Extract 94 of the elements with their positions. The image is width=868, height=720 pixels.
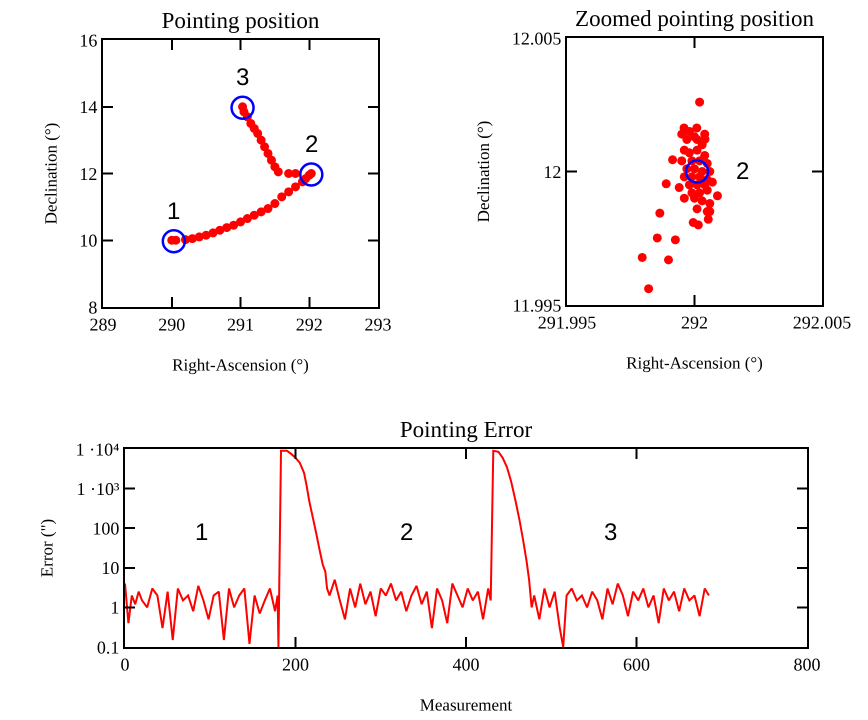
y-tick-label: 16 bbox=[79, 30, 98, 50]
x-tick-label: 289 bbox=[90, 314, 116, 335]
y-axis-title: Declination (°) bbox=[474, 120, 493, 222]
chart-title: Pointing Error bbox=[400, 417, 532, 442]
point bbox=[704, 214, 713, 224]
point bbox=[291, 182, 300, 192]
x-axis-title: Right-Ascension (°) bbox=[172, 356, 309, 374]
point bbox=[695, 172, 704, 182]
annotation: 3 bbox=[236, 64, 250, 91]
point bbox=[270, 199, 280, 208]
point bbox=[684, 159, 710, 184]
point bbox=[256, 207, 266, 216]
x-tick-label: 293 bbox=[364, 314, 392, 335]
x-tick-label: 600 bbox=[623, 654, 650, 675]
point bbox=[662, 179, 671, 188]
x-tick-label: 291 bbox=[227, 314, 254, 335]
x-tick-label: 400 bbox=[452, 654, 480, 675]
x-tick-label: 290 bbox=[158, 314, 186, 335]
y-tick-label: 1 ·10³ bbox=[76, 478, 120, 499]
annotation: 3 bbox=[604, 519, 618, 546]
point bbox=[270, 162, 280, 172]
point bbox=[215, 226, 224, 235]
x-tick-label: 291.995 bbox=[538, 312, 596, 333]
annotation: 2 bbox=[736, 158, 750, 185]
point bbox=[284, 169, 294, 178]
point bbox=[242, 214, 252, 224]
x-tick-label: 292.005 bbox=[792, 312, 852, 333]
point bbox=[712, 191, 722, 200]
chart-title: Pointing position bbox=[162, 8, 320, 34]
point bbox=[684, 148, 694, 158]
y-tick-label: 11.995 bbox=[512, 295, 562, 316]
point bbox=[256, 136, 266, 145]
point bbox=[644, 284, 654, 294]
y-tick-label: 100 bbox=[92, 518, 120, 538]
point bbox=[264, 148, 272, 158]
y-axis-title: Declination (°) bbox=[41, 122, 60, 224]
y-tick-label: 12.005 bbox=[512, 28, 562, 48]
y-tick-label: 1 bbox=[110, 598, 120, 618]
point bbox=[266, 156, 276, 165]
point bbox=[229, 220, 238, 230]
chart-title: Zoomed pointing position bbox=[575, 6, 814, 32]
line-series bbox=[125, 450, 710, 647]
point bbox=[284, 187, 294, 196]
annotation: 1 bbox=[167, 198, 180, 225]
x-axis-title: Right-Ascension (°) bbox=[626, 354, 763, 372]
point bbox=[698, 196, 707, 206]
annotation: 2 bbox=[305, 131, 318, 158]
point bbox=[264, 204, 272, 214]
x-tick-label: 800 bbox=[794, 654, 820, 675]
annotation: 1 bbox=[195, 519, 208, 546]
y-tick-label: 1 ·10⁴ bbox=[76, 439, 120, 460]
point bbox=[692, 134, 702, 144]
point bbox=[260, 142, 270, 152]
point bbox=[705, 199, 714, 208]
point bbox=[638, 252, 647, 262]
x-tick-label: 0 bbox=[120, 654, 130, 675]
point bbox=[236, 217, 245, 226]
point bbox=[208, 228, 218, 238]
x-tick-label: 200 bbox=[282, 654, 309, 675]
point bbox=[250, 210, 259, 220]
point bbox=[230, 96, 255, 120]
point bbox=[692, 146, 702, 155]
y-tick-label: 10 bbox=[101, 558, 120, 578]
point bbox=[162, 229, 186, 254]
point bbox=[299, 162, 324, 187]
annotation: 2 bbox=[400, 519, 414, 546]
point bbox=[664, 255, 673, 264]
point bbox=[652, 233, 662, 242]
x-axis-title: Measurement bbox=[420, 696, 513, 714]
y-tick-label: 8 bbox=[88, 297, 98, 318]
y-tick-label: 12 bbox=[79, 164, 98, 184]
y-tick-label: 10 bbox=[79, 230, 98, 251]
point bbox=[668, 155, 678, 164]
y-tick-label: 12 bbox=[543, 162, 562, 182]
point bbox=[702, 186, 712, 195]
x-tick-label: 292 bbox=[296, 314, 323, 335]
y-tick-label: 14 bbox=[79, 97, 98, 118]
point bbox=[277, 192, 286, 202]
point bbox=[670, 235, 680, 244]
point bbox=[655, 208, 664, 218]
point bbox=[680, 194, 689, 203]
point bbox=[682, 134, 692, 144]
point bbox=[692, 123, 702, 132]
point bbox=[692, 204, 702, 214]
point bbox=[674, 183, 684, 192]
point bbox=[246, 118, 256, 128]
point bbox=[677, 156, 686, 166]
y-axis-title: Error (") bbox=[38, 518, 57, 578]
point bbox=[684, 126, 694, 136]
point bbox=[708, 178, 717, 187]
point bbox=[694, 220, 703, 230]
y-tick-label: 0.1 bbox=[96, 637, 120, 658]
point bbox=[695, 98, 704, 107]
x-tick-label: 292 bbox=[681, 312, 708, 333]
